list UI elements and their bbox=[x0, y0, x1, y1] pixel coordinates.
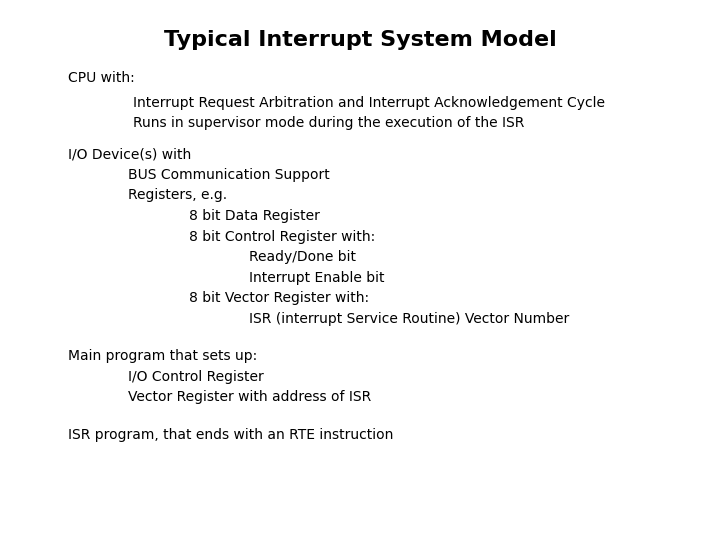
Text: Runs in supervisor mode during the execution of the ISR: Runs in supervisor mode during the execu… bbox=[133, 116, 525, 130]
Text: Interrupt Enable bit: Interrupt Enable bit bbox=[249, 271, 384, 285]
Text: Ready/Done bit: Ready/Done bit bbox=[249, 250, 356, 264]
Text: 8 bit Data Register: 8 bit Data Register bbox=[189, 209, 320, 223]
Text: Typical Interrupt System Model: Typical Interrupt System Model bbox=[163, 30, 557, 50]
Text: I/O Control Register: I/O Control Register bbox=[128, 370, 264, 384]
Text: 8 bit Control Register with:: 8 bit Control Register with: bbox=[189, 230, 375, 244]
Text: Interrupt Request Arbitration and Interrupt Acknowledgement Cycle: Interrupt Request Arbitration and Interr… bbox=[133, 96, 606, 110]
Text: Main program that sets up:: Main program that sets up: bbox=[68, 349, 258, 363]
Text: 8 bit Vector Register with:: 8 bit Vector Register with: bbox=[189, 291, 369, 305]
Text: ISR (interrupt Service Routine) Vector Number: ISR (interrupt Service Routine) Vector N… bbox=[249, 312, 570, 326]
Text: I/O Device(s) with: I/O Device(s) with bbox=[68, 147, 192, 161]
Text: CPU with:: CPU with: bbox=[68, 71, 135, 85]
Text: ISR program, that ends with an RTE instruction: ISR program, that ends with an RTE instr… bbox=[68, 428, 394, 442]
Text: Registers, e.g.: Registers, e.g. bbox=[128, 188, 228, 202]
Text: BUS Communication Support: BUS Communication Support bbox=[128, 168, 330, 182]
Text: Vector Register with address of ISR: Vector Register with address of ISR bbox=[128, 390, 372, 404]
